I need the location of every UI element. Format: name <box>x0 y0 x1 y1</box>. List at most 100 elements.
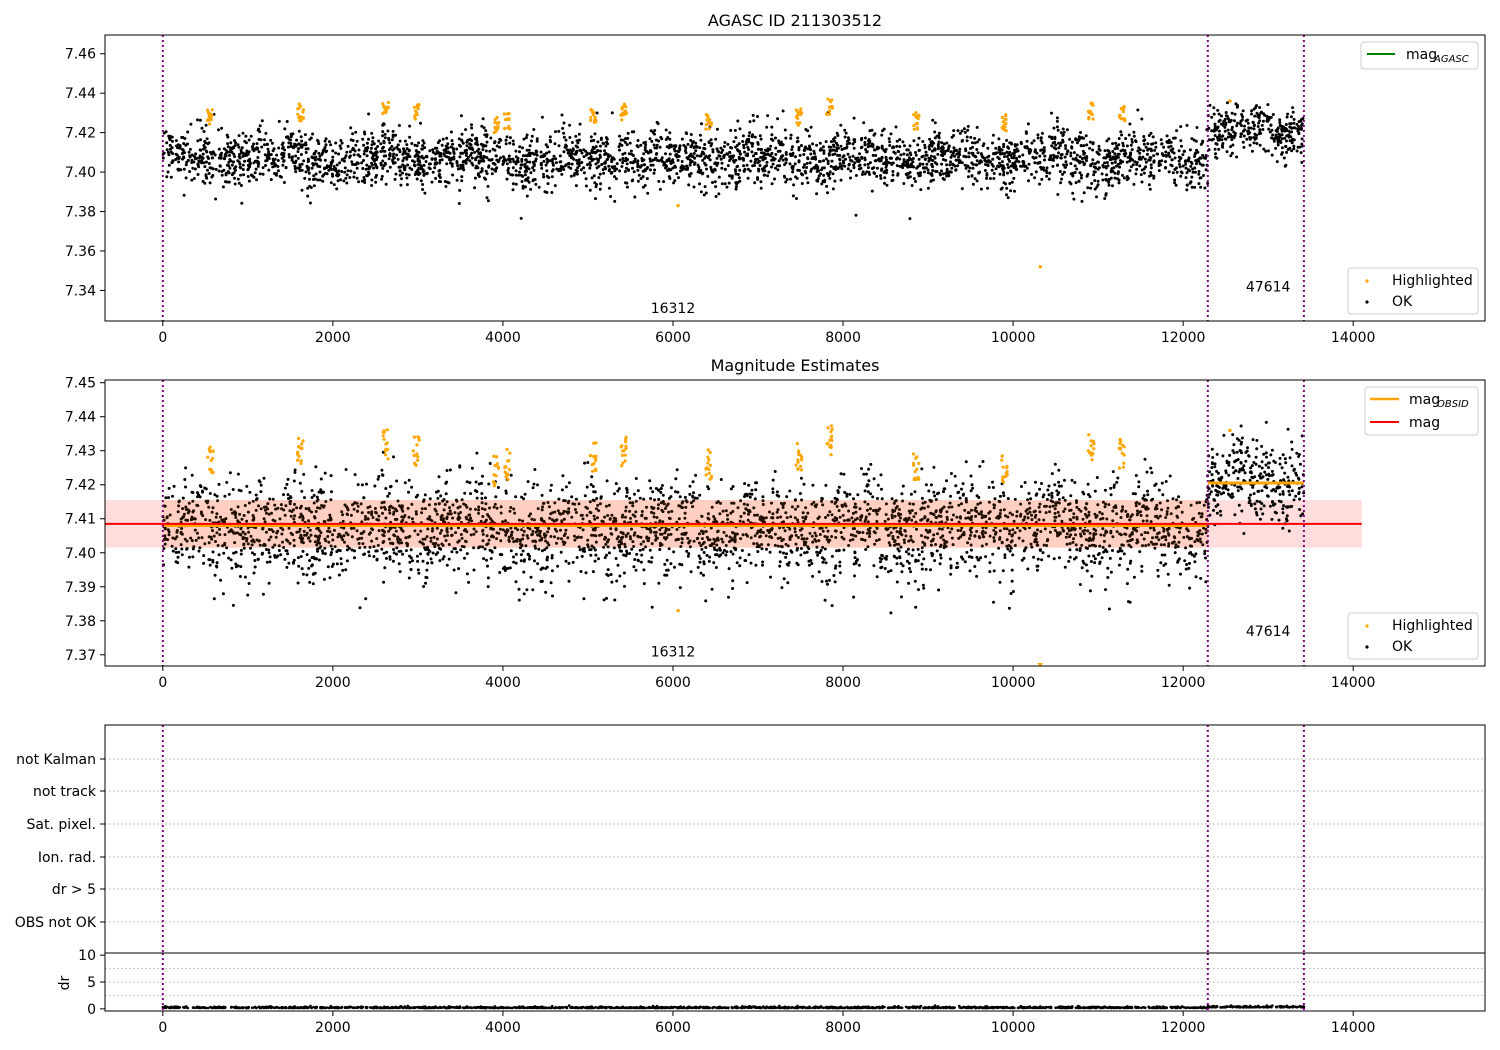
data-point-ok <box>726 142 730 146</box>
data-point-ok <box>759 156 763 159</box>
data-point-ok <box>940 169 943 173</box>
data-point-ok <box>1160 142 1164 146</box>
data-point-ok <box>355 166 359 170</box>
data-point-ok <box>944 171 948 175</box>
data-point-ok <box>550 158 554 162</box>
data-point-ok <box>1144 165 1148 169</box>
data-point-ok <box>324 150 328 154</box>
data-point-ok <box>898 138 902 142</box>
data-point-ok <box>1149 466 1153 470</box>
data-point-ok <box>295 138 299 142</box>
data-point-ok <box>255 178 258 182</box>
data-point-ok <box>519 553 523 557</box>
data-point-ok <box>363 149 367 153</box>
data-point-ok <box>602 171 606 175</box>
data-point-ok <box>371 136 375 140</box>
data-point-ok <box>1279 124 1283 128</box>
data-point-ok <box>601 168 605 172</box>
data-point-ok <box>1184 166 1188 170</box>
data-point-ok <box>247 179 251 183</box>
data-point-ok <box>1048 171 1052 175</box>
data-point-ok <box>1253 114 1257 118</box>
data-point-ok <box>407 149 411 153</box>
data-point-ok <box>698 182 701 186</box>
data-point-ok <box>1052 153 1055 157</box>
data-point-ok <box>1229 133 1232 137</box>
data-point-ok <box>879 168 883 172</box>
data-point-ok <box>1278 133 1282 137</box>
data-point-ok <box>430 180 434 184</box>
data-point-ok <box>416 172 420 176</box>
data-point-ok <box>1279 141 1283 144</box>
data-point-ok <box>470 161 474 165</box>
data-point-ok <box>199 138 202 142</box>
data-point-ok <box>812 166 816 170</box>
data-point-ok <box>967 151 971 155</box>
data-point-ok <box>939 173 942 177</box>
data-point-ok <box>1258 143 1262 147</box>
data-point-ok <box>808 161 812 165</box>
data-point-ok <box>1271 133 1275 137</box>
data-point-ok <box>193 167 197 171</box>
data-point-ok <box>754 563 758 567</box>
data-point-ok <box>1098 148 1102 152</box>
data-point-ok <box>403 481 407 485</box>
data-point-ok <box>1275 160 1279 164</box>
data-point-ok <box>395 552 398 556</box>
data-point-ok <box>643 184 647 187</box>
data-point-ok <box>331 155 335 159</box>
data-point-ok <box>631 166 634 170</box>
data-point-ok <box>734 136 738 140</box>
data-point-ok <box>938 562 942 566</box>
data-point-ok <box>464 153 468 157</box>
data-point-ok <box>1058 170 1062 173</box>
data-point-ok <box>833 580 837 584</box>
data-point-ok <box>461 163 465 167</box>
data-point-ok <box>1050 111 1053 115</box>
data-point-ok <box>423 191 427 195</box>
data-point-ok <box>756 161 760 165</box>
data-point-ok <box>508 141 512 145</box>
data-point-ok <box>657 179 661 183</box>
data-point-ok <box>1134 172 1138 176</box>
data-point-ok <box>881 129 884 133</box>
data-point-ok <box>1078 155 1082 159</box>
data-point-ok <box>1088 146 1092 150</box>
data-point-ok <box>1045 171 1049 175</box>
data-point-ok <box>1243 124 1246 128</box>
data-point-ok <box>329 181 333 185</box>
data-point-ok <box>957 155 960 159</box>
data-point-ok <box>809 125 813 129</box>
data-point-ok <box>534 182 538 186</box>
data-point-ok <box>223 157 227 161</box>
data-point-ok <box>417 159 421 163</box>
data-point-ok <box>607 186 611 190</box>
data-point-ok <box>212 151 216 155</box>
data-point-ok <box>1113 147 1117 151</box>
data-point-ok <box>1074 556 1078 559</box>
data-point-ok <box>1161 493 1165 497</box>
data-point-ok <box>276 165 280 168</box>
data-point-ok <box>608 168 612 171</box>
data-point-ok <box>618 142 622 146</box>
data-point-ok <box>812 149 816 153</box>
data-point-ok <box>1148 158 1152 162</box>
data-point-ok <box>593 132 597 136</box>
data-point-ok <box>1177 495 1181 499</box>
data-point-ok <box>1133 160 1137 164</box>
data-point-ok <box>701 158 705 162</box>
y-tick-label: 7.34 <box>65 283 96 299</box>
data-point-ok <box>339 146 343 150</box>
data-point-ok <box>753 160 757 164</box>
data-point-ok <box>486 199 490 203</box>
data-point-ok <box>686 157 690 161</box>
data-point-ok <box>355 139 359 143</box>
data-point-ok <box>312 156 316 160</box>
legend-subscript-agasc: AGASC <box>1433 54 1469 65</box>
data-point-ok <box>770 151 774 155</box>
data-point-ok <box>391 158 395 162</box>
data-point-ok <box>953 154 956 158</box>
data-point-ok <box>1140 180 1144 184</box>
data-point-ok <box>690 160 694 163</box>
data-point-ok <box>754 158 758 162</box>
